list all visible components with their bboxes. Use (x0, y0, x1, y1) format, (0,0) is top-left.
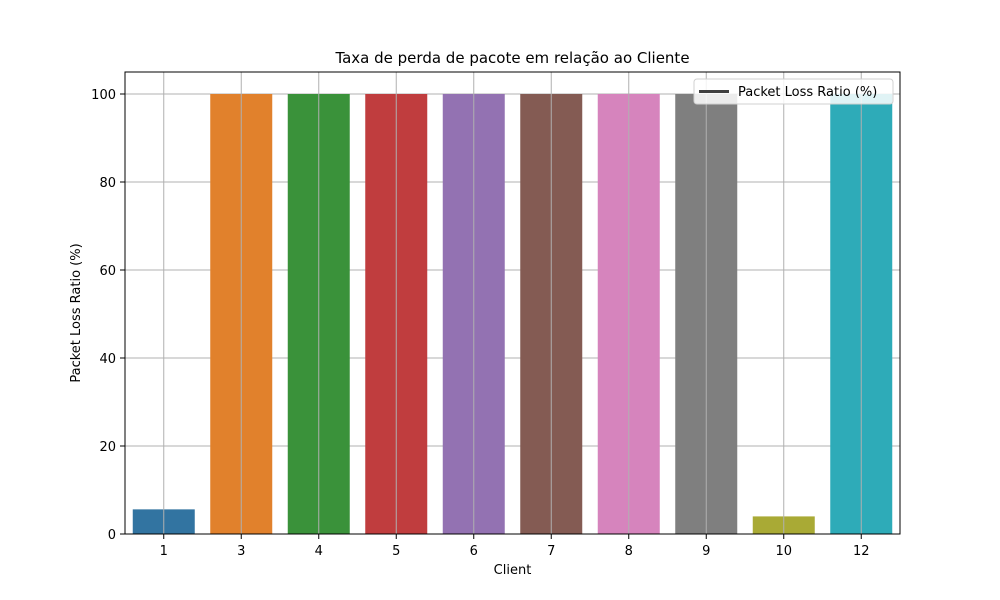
y-tick-label: 100 (91, 88, 116, 103)
y-tick-label: 40 (99, 352, 116, 367)
x-tick-label: 12 (853, 544, 870, 559)
x-axis-label: Client (494, 563, 532, 578)
y-tick-label: 20 (99, 440, 116, 455)
x-tick-label: 8 (625, 544, 633, 559)
axis-layer: 0 20 40 60 80 100 1 3 4 5 6 7 8 9 10 12 (91, 71, 901, 559)
y-tick-label: 60 (99, 264, 116, 279)
x-tick-label: 5 (392, 544, 400, 559)
x-tick-label: 3 (237, 544, 245, 559)
legend: Packet Loss Ratio (%) (693, 78, 894, 105)
x-tick-label: 1 (160, 544, 168, 559)
x-tick-label: 6 (470, 544, 478, 559)
x-tick-label: 10 (775, 544, 792, 559)
legend-box (693, 78, 894, 105)
x-tick-label: 9 (702, 544, 710, 559)
x-tick-label: 7 (547, 544, 555, 559)
y-tick-label: 0 (108, 528, 116, 543)
y-tick-label: 80 (99, 176, 116, 191)
plot-frame (124, 71, 901, 535)
legend-entry-label: Packet Loss Ratio (%) (738, 85, 877, 100)
chart-title: Taxa de perda de pacote em relação ao Cl… (334, 49, 689, 67)
x-tick-label: 4 (315, 544, 323, 559)
y-axis-label: Packet Loss Ratio (%) (69, 243, 84, 382)
